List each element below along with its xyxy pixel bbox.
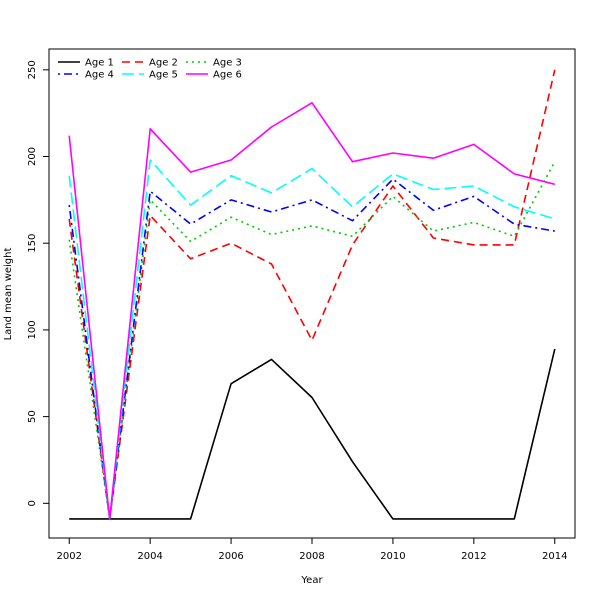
x-axis-label: Year bbox=[300, 575, 323, 586]
series-line-age-4 bbox=[68, 178, 555, 520]
y-tick-label-0: 0 bbox=[27, 500, 38, 506]
x-tick-label-2010: 2010 bbox=[380, 551, 405, 562]
legend-label-age-4: Age 4 bbox=[85, 70, 114, 81]
x-tick-label-2012: 2012 bbox=[461, 551, 486, 562]
y-axis: 0 50 100 150 200 250 bbox=[27, 60, 49, 506]
y-tick-label-50: 50 bbox=[27, 410, 38, 423]
legend-label-age-5: Age 5 bbox=[149, 70, 178, 81]
series-line-age-6 bbox=[68, 102, 555, 520]
series-line-age-3 bbox=[68, 161, 556, 520]
legend: Age 1 Age 2 Age 3 Age 4 Age 5 Age 6 bbox=[58, 58, 242, 81]
x-tick-label-2006: 2006 bbox=[218, 551, 243, 562]
x-axis: 2002 2004 2006 2008 2010 2012 2014 bbox=[57, 538, 567, 562]
legend-label-age-1: Age 1 bbox=[85, 58, 114, 69]
series-line-age-5 bbox=[68, 159, 556, 520]
legend-label-age-6: Age 6 bbox=[213, 70, 242, 81]
y-tick-label-250: 250 bbox=[27, 60, 38, 79]
series-layer bbox=[68, 69, 556, 520]
legend-label-age-3: Age 3 bbox=[213, 58, 242, 69]
series-line-age-2 bbox=[68, 69, 556, 520]
x-tick-label-2014: 2014 bbox=[542, 551, 567, 562]
legend-label-age-2: Age 2 bbox=[149, 58, 178, 69]
y-tick-label-100: 100 bbox=[27, 320, 38, 339]
series-line-age-1 bbox=[69, 348, 556, 520]
y-axis-label: Land mean weight bbox=[3, 248, 14, 341]
y-tick-label-150: 150 bbox=[27, 234, 38, 253]
plot-frame bbox=[48, 48, 576, 539]
y-tick-label-200: 200 bbox=[27, 147, 38, 166]
x-tick-label-2002: 2002 bbox=[57, 551, 82, 562]
x-tick-label-2004: 2004 bbox=[137, 551, 162, 562]
x-tick-label-2008: 2008 bbox=[299, 551, 324, 562]
